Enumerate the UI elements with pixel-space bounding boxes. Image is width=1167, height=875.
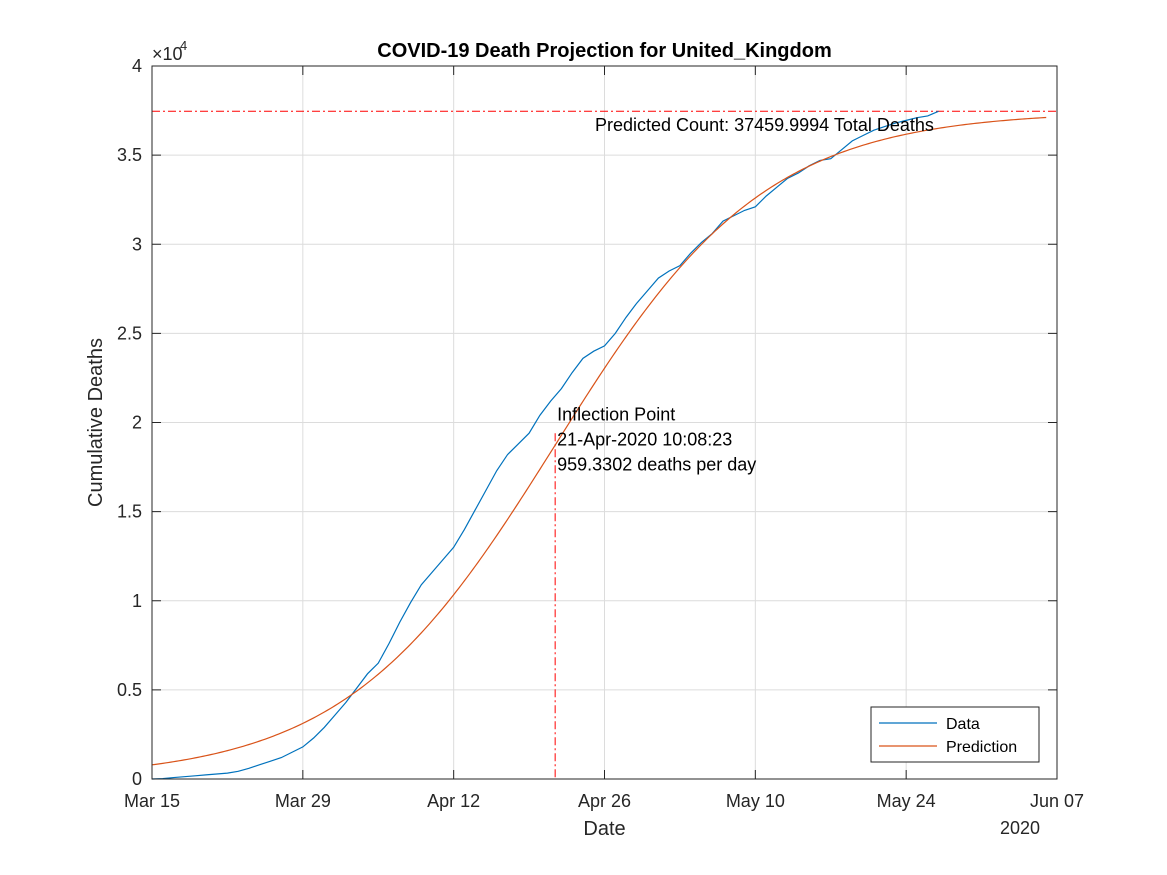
x-tick-label: Mar 29 (275, 791, 331, 811)
x-tick-label: May 24 (877, 791, 936, 811)
y-tick-label: 0 (132, 769, 142, 789)
y-axis-label: Cumulative Deaths (85, 338, 107, 507)
y-axis-exponent-power: 4 (180, 38, 187, 53)
y-axis-exponent-base: ×10 (152, 44, 183, 64)
legend-entry-label: Prediction (946, 739, 1017, 756)
x-tick-label: Jun 07 (1030, 791, 1084, 811)
predicted-count-annotation: Predicted Count: 37459.9994 Total Deaths (595, 115, 934, 135)
x-axis-year-label: 2020 (1000, 818, 1040, 838)
inflection-point-annotation-line: 959.3302 deaths per day (557, 455, 756, 475)
annotations: Predicted Count: 37459.9994 Total Deaths… (557, 115, 934, 475)
axis-tick-labels: Mar 15 Mar 29 Apr 12 Apr 26 May 10 May 24 Jun … (117, 56, 1084, 811)
legend-entry-label: Data (946, 716, 980, 733)
reference-lines (152, 110, 1057, 779)
inflection-point-annotation-line: Inflection Point (557, 405, 675, 425)
y-tick-label: 3.5 (117, 145, 142, 165)
y-tick-label: 3 (132, 234, 142, 254)
x-tick-label: Apr 12 (427, 791, 480, 811)
series-lines (151, 110, 1047, 780)
y-tick-label: 2.5 (117, 323, 142, 343)
inflection-point-annotation-line: 21-Apr-2020 10:08:23 (557, 430, 732, 450)
prediction-series-line (151, 116, 1047, 766)
y-tick-label: 0.5 (117, 680, 142, 700)
x-tick-label: Apr 26 (578, 791, 631, 811)
y-tick-label: 4 (132, 56, 142, 76)
y-tick-label: 1.5 (117, 502, 142, 522)
y-tick-label: 1 (132, 591, 142, 611)
x-tick-label: Mar 15 (124, 791, 180, 811)
legend-box (870, 706, 1040, 763)
chart-title: COVID-19 Death Projection for United_Kin… (377, 40, 831, 62)
legend: Data Prediction (870, 706, 1040, 763)
axis-ticks (151, 65, 1058, 780)
x-axis-label: Date (583, 818, 625, 840)
y-tick-label: 2 (132, 413, 142, 433)
x-tick-label: May 10 (726, 791, 785, 811)
